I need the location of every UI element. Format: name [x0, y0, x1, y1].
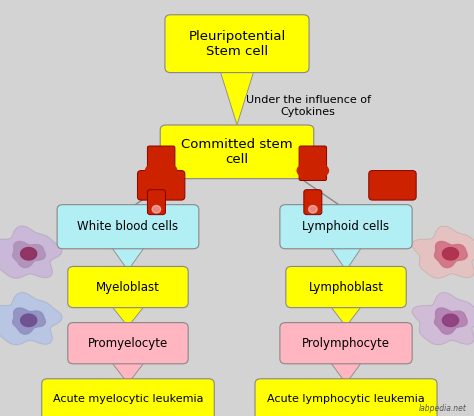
Text: Prolymphocyte: Prolymphocyte [302, 337, 390, 350]
FancyBboxPatch shape [165, 15, 309, 72]
FancyBboxPatch shape [304, 190, 322, 215]
Text: Lymphoid cells: Lymphoid cells [302, 220, 390, 233]
Polygon shape [20, 248, 36, 260]
Polygon shape [109, 244, 147, 270]
Circle shape [307, 165, 319, 176]
FancyBboxPatch shape [280, 323, 412, 364]
Polygon shape [435, 308, 467, 334]
Circle shape [152, 206, 161, 213]
FancyBboxPatch shape [147, 146, 175, 181]
Polygon shape [435, 241, 467, 267]
FancyBboxPatch shape [68, 266, 188, 308]
Polygon shape [0, 293, 62, 345]
Polygon shape [109, 359, 147, 384]
Circle shape [155, 165, 167, 176]
Circle shape [297, 165, 310, 176]
FancyBboxPatch shape [147, 190, 165, 215]
Text: Acute lymphocytic leukemia: Acute lymphocytic leukemia [267, 394, 425, 404]
Text: White blood cells: White blood cells [77, 220, 179, 233]
Polygon shape [13, 308, 46, 334]
Polygon shape [328, 244, 364, 270]
FancyBboxPatch shape [286, 266, 406, 308]
FancyBboxPatch shape [280, 205, 412, 249]
Polygon shape [412, 226, 474, 278]
Text: Under the influence of
Cytokines: Under the influence of Cytokines [246, 95, 371, 117]
Text: Promyelocyte: Promyelocyte [88, 337, 168, 350]
Polygon shape [20, 314, 36, 327]
Polygon shape [13, 241, 46, 267]
FancyBboxPatch shape [160, 125, 314, 179]
FancyBboxPatch shape [299, 146, 327, 181]
Text: Committed stem
cell: Committed stem cell [181, 138, 293, 166]
FancyBboxPatch shape [57, 205, 199, 249]
Text: Lymphoblast: Lymphoblast [309, 280, 383, 294]
Polygon shape [412, 293, 474, 345]
Text: Acute myelocytic leukemia: Acute myelocytic leukemia [53, 394, 203, 404]
FancyBboxPatch shape [369, 171, 416, 200]
FancyBboxPatch shape [42, 379, 214, 416]
Polygon shape [109, 303, 147, 327]
Circle shape [146, 165, 158, 176]
Polygon shape [219, 67, 255, 125]
FancyBboxPatch shape [255, 379, 437, 416]
Text: Myeloblast: Myeloblast [96, 280, 160, 294]
Circle shape [316, 165, 328, 176]
Text: labpedia.net: labpedia.net [419, 404, 467, 413]
Polygon shape [328, 359, 364, 384]
Polygon shape [442, 314, 458, 327]
FancyBboxPatch shape [137, 171, 185, 200]
Circle shape [309, 206, 317, 213]
FancyBboxPatch shape [68, 323, 188, 364]
Polygon shape [442, 248, 458, 260]
Polygon shape [0, 226, 62, 278]
Circle shape [164, 165, 177, 176]
Text: Pleuripotential
Stem cell: Pleuripotential Stem cell [188, 30, 286, 58]
Polygon shape [328, 303, 364, 327]
